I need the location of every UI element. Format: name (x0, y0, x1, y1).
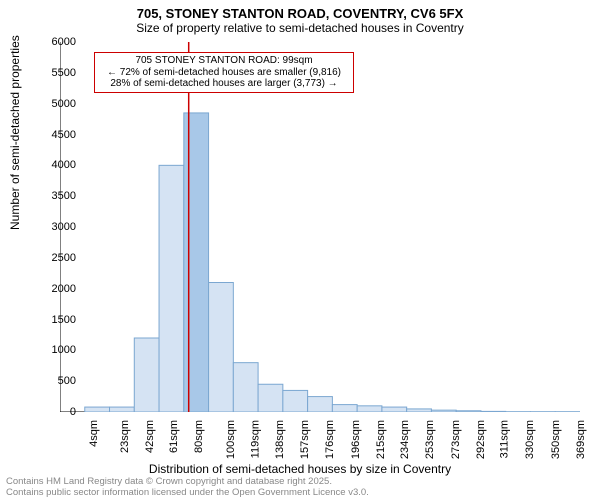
x-tick-label: 157sqm (299, 420, 311, 459)
footnote-line2: Contains public sector information licen… (6, 488, 369, 498)
y-tick-label: 3500 (52, 190, 76, 202)
chart-title: 705, STONEY STANTON ROAD, COVENTRY, CV6 … (0, 0, 600, 21)
y-tick-label: 3000 (52, 221, 76, 233)
x-tick-label: 138sqm (275, 420, 287, 459)
y-tick-label: 4500 (52, 129, 76, 141)
x-tick-label: 42sqm (144, 420, 156, 453)
x-tick-label: 350sqm (550, 420, 562, 459)
annotation-line2: ← 72% of semi-detached houses are smalle… (99, 67, 349, 79)
y-tick-label: 1500 (52, 314, 76, 326)
y-tick-label: 2500 (52, 252, 76, 264)
x-tick-label: 292sqm (475, 420, 487, 459)
y-tick-label: 6000 (52, 36, 76, 48)
x-tick-label: 273sqm (450, 420, 462, 459)
x-tick-label: 253sqm (424, 420, 436, 459)
x-tick-label: 4sqm (88, 420, 100, 447)
x-tick-label: 234sqm (399, 420, 411, 459)
y-tick-label: 2000 (52, 283, 76, 295)
y-tick-label: 500 (58, 375, 76, 387)
x-tick-label: 196sqm (350, 420, 362, 459)
y-tick-label: 5500 (52, 67, 76, 79)
x-tick-label: 215sqm (375, 420, 387, 459)
y-axis-label: Number of semi-detached properties (8, 35, 22, 230)
x-axis-label: Distribution of semi-detached houses by … (0, 462, 600, 476)
y-tick-label: 5000 (52, 98, 76, 110)
plot-area: 705 STONEY STANTON ROAD: 99sqm ← 72% of … (60, 42, 580, 412)
chart-subtitle: Size of property relative to semi-detach… (0, 21, 600, 39)
annotation-box: 705 STONEY STANTON ROAD: 99sqm ← 72% of … (94, 52, 354, 93)
chart-container: 705, STONEY STANTON ROAD, COVENTRY, CV6 … (0, 0, 600, 500)
x-tick-label: 369sqm (575, 420, 587, 459)
footnote-line1: Contains HM Land Registry data © Crown c… (6, 477, 369, 487)
y-tick-label: 0 (70, 406, 76, 418)
x-tick-label: 80sqm (193, 420, 205, 453)
x-tick-label: 61sqm (168, 420, 180, 453)
footnote: Contains HM Land Registry data © Crown c… (6, 477, 369, 498)
x-tick-label: 119sqm (249, 420, 261, 458)
histogram-svg (60, 42, 580, 412)
y-tick-label: 1000 (52, 344, 76, 356)
x-tick-label: 176sqm (324, 420, 336, 459)
annotation-line1: 705 STONEY STANTON ROAD: 99sqm (99, 55, 349, 67)
y-tick-label: 4000 (52, 159, 76, 171)
x-tick-label: 100sqm (225, 420, 237, 459)
x-tick-label: 23sqm (119, 420, 131, 453)
x-tick-label: 311sqm (499, 420, 511, 458)
x-tick-label: 330sqm (524, 420, 536, 459)
annotation-line3: 28% of semi-detached houses are larger (… (99, 78, 349, 90)
